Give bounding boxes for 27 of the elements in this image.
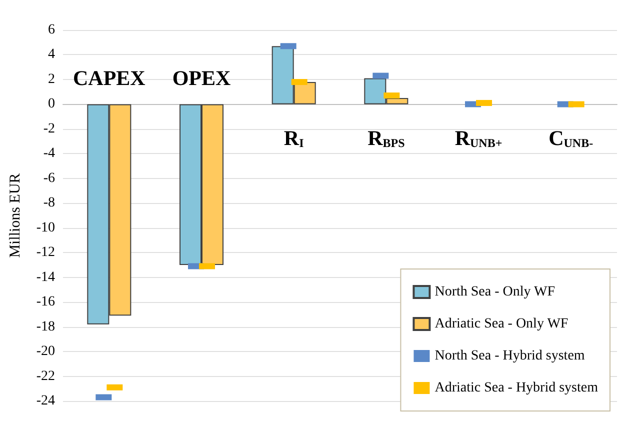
y-axis-title: Millions EUR — [8, 173, 24, 258]
y-tick-label: -16 — [36, 294, 55, 310]
y-tick-label: -4 — [43, 146, 55, 162]
y-tick-label: 0 — [48, 96, 55, 112]
y-tick-label: -18 — [36, 319, 55, 334]
legend-label: North Sea - Only WF — [434, 284, 556, 300]
x-tick-label: RBPS — [368, 126, 406, 150]
y-tick-label: -22 — [36, 368, 55, 384]
y-tick-label: -8 — [43, 196, 55, 211]
legend-label: Adriatic Sea - Hybrid system — [434, 380, 598, 396]
y-tick-label: -20 — [36, 344, 55, 360]
x-tick-label: RUNB+ — [454, 126, 502, 150]
y-tick-label: -10 — [36, 220, 55, 236]
y-tick-label: 4 — [48, 47, 55, 62]
y-tick-label: -12 — [36, 245, 55, 260]
y-tick-label: -14 — [36, 270, 55, 285]
y-tick-label: -6 — [43, 170, 55, 186]
y-tick-label: -24 — [36, 394, 55, 408]
legend-label: Adriatic Sea - Only WF — [434, 316, 568, 332]
y-tick-label: 2 — [48, 72, 55, 87]
y-tick-label: -2 — [43, 121, 55, 136]
x-tick-label: OPEX — [172, 66, 231, 90]
y-tick-label: 6 — [48, 22, 55, 38]
legend-label: North Sea - Hybrid system — [434, 348, 585, 364]
x-tick-label: CAPEX — [72, 66, 146, 90]
x-tick-label: CUNB- — [548, 126, 594, 150]
x-tick-label: RI — [284, 126, 304, 150]
